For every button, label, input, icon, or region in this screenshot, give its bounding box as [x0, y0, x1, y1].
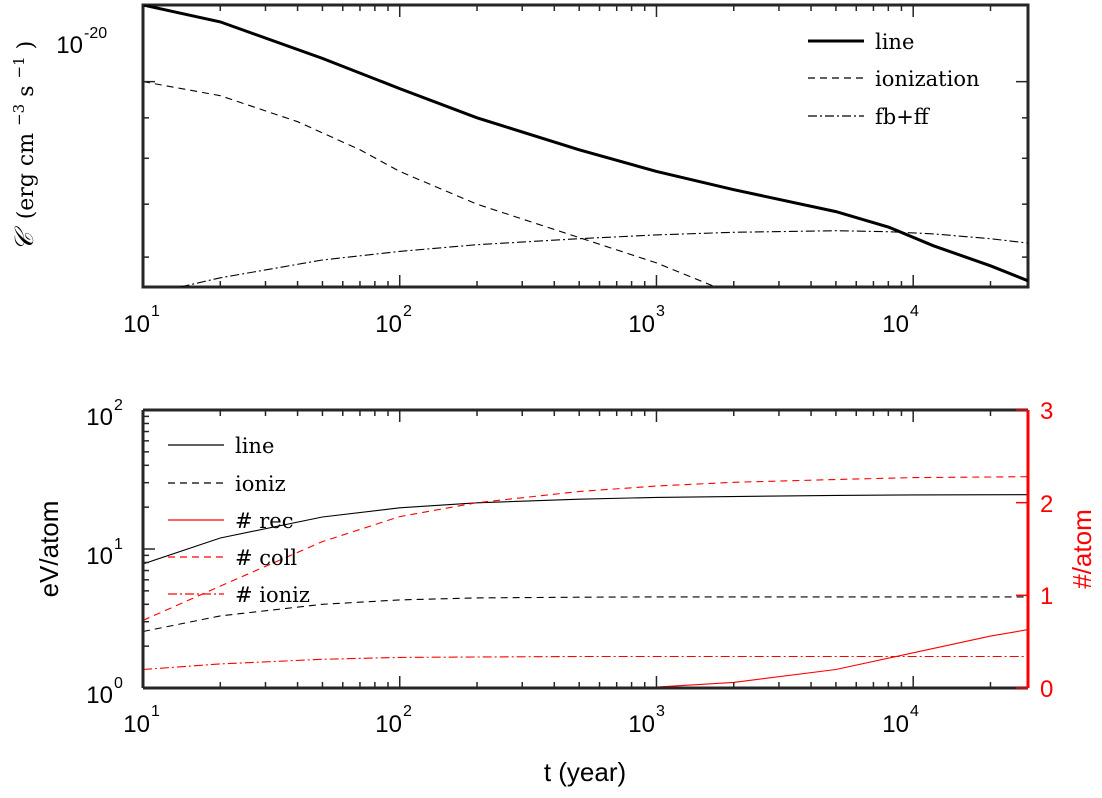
svg-text:2: 2 [403, 703, 412, 720]
series-line-coll-right [143, 476, 1028, 621]
bottom-panel: 10 1 10 2 10 3 10 4 10 2 10 1 10 0 0 [34, 397, 1097, 787]
svg-text:1: 1 [151, 703, 160, 720]
bottom-left-y-axis-label: eV/atom [34, 501, 64, 598]
series-line-line-left [143, 494, 1028, 565]
top-x-tick-label-1: 10 1 [123, 303, 160, 338]
right-y-tick-label-3: 3 [1040, 398, 1053, 425]
top-plot-frame [141, 3, 1030, 289]
svg-text:10: 10 [375, 311, 402, 338]
right-y-tick-label-2: 2 [1040, 491, 1053, 518]
legend-label-fbff: fb+ff [875, 105, 931, 129]
series-line-ioniz-left [143, 596, 1028, 633]
bottom-x-tick-label-1: 10 1 [123, 703, 160, 738]
svg-text:𝒞 (erg cm −3: 𝒞 (erg cm −3 s −1 ) [5, 41, 40, 252]
svg-text:10: 10 [86, 682, 113, 709]
svg-text:2: 2 [114, 397, 123, 414]
top-legend: line ionization fb+ff [808, 30, 980, 129]
series-line-ioniz-right [143, 655, 1028, 671]
top-x-tick-label-2: 10 2 [375, 303, 412, 338]
series-line-line [143, 5, 1028, 283]
legend-label-ioniz-count: # ioniz [235, 583, 310, 607]
bottom-x-axis-label: t (year) [544, 757, 626, 787]
svg-text:4: 4 [910, 703, 919, 720]
svg-text:1: 1 [151, 303, 160, 320]
bottom-y-tick-label-100: 10 2 [86, 397, 123, 431]
right-y-tick-label-1: 1 [1040, 583, 1053, 610]
svg-text:10: 10 [123, 711, 150, 738]
svg-text:10: 10 [628, 311, 655, 338]
svg-text:3: 3 [656, 703, 665, 720]
top-y-axis-label: 𝒞 (erg cm −3 s −1 ) [5, 41, 40, 252]
top-panel: 10 1 10 2 10 3 10 4 10 -20 𝒞 (erg cm −3 … [5, 3, 1030, 338]
legend-label-line: line [875, 30, 914, 54]
svg-text:0: 0 [114, 675, 123, 692]
svg-text:10: 10 [86, 543, 113, 570]
bottom-x-tick-label-3: 10 3 [628, 703, 665, 738]
svg-text:10: 10 [56, 32, 83, 59]
top-y-tick-label: 10 -20 [56, 25, 107, 59]
bottom-x-tick-label-2: 10 2 [375, 703, 412, 738]
right-y-tick-label-0: 0 [1040, 676, 1053, 703]
bottom-x-tick-label-4: 10 4 [882, 703, 919, 738]
legend-label-rec: # rec [235, 509, 294, 533]
svg-text:10: 10 [628, 711, 655, 738]
top-ticks-group [142, 5, 1028, 287]
svg-text:10: 10 [882, 311, 909, 338]
svg-text:4: 4 [910, 303, 919, 320]
svg-text:3: 3 [656, 303, 665, 320]
svg-text:2: 2 [403, 303, 412, 320]
legend-label-coll: # coll [235, 546, 297, 570]
svg-text:-20: -20 [84, 25, 107, 42]
legend-label-ionization: ionization [875, 67, 980, 91]
svg-text:10: 10 [123, 311, 150, 338]
bottom-y-tick-label-10: 10 1 [86, 536, 123, 570]
bottom-right-y-axis-label: #/atom [1067, 509, 1097, 589]
svg-text:10: 10 [86, 404, 113, 431]
svg-text:1: 1 [114, 536, 123, 553]
top-x-tick-label-4: 10 4 [882, 303, 919, 338]
series-line-fb-ff [180, 230, 1028, 287]
bottom-ticks-group [142, 409, 1028, 689]
bottom-y-tick-label-1: 10 0 [86, 675, 123, 709]
top-x-tick-label-3: 10 3 [628, 303, 665, 338]
series-line-rec-right [143, 629, 1028, 688]
top-series-group [143, 5, 1028, 287]
legend-label-ioniz: ioniz [235, 472, 286, 496]
legend-label-line: line [235, 434, 274, 458]
svg-text:10: 10 [882, 711, 909, 738]
bottom-legend: line ioniz # rec # coll # ioniz [168, 434, 310, 607]
svg-text:10: 10 [375, 711, 402, 738]
series-line-ionization [143, 81, 716, 287]
